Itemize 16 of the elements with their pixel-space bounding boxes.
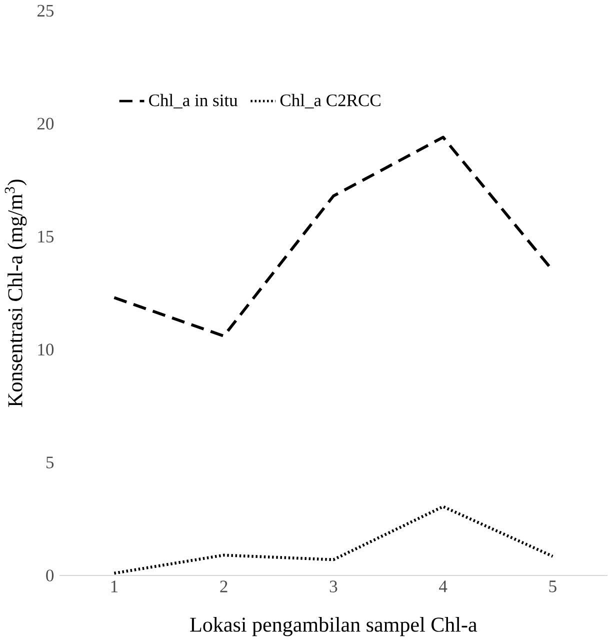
x-tick-label: 1 xyxy=(111,580,118,592)
x-axis-title: Lokasi pengambilan sampel Chl-a xyxy=(190,617,477,636)
y-tick-label: 25 xyxy=(37,4,54,17)
y-tick-label: 0 xyxy=(46,570,54,582)
y-axis-title: Konsentrasi Chl-a (mg/m$^{3}$) xyxy=(4,180,27,407)
x-tick-label: 3 xyxy=(330,580,337,592)
y-tick-label: 20 xyxy=(37,118,54,130)
legend-label: Chl_a in situ xyxy=(148,94,238,108)
line-series xyxy=(112,505,554,575)
y-tick-label: 10 xyxy=(38,344,54,356)
y-tick-label: 5 xyxy=(46,456,54,468)
x-tick-label: 4 xyxy=(438,580,448,592)
x-tick-label: 5 xyxy=(549,580,556,592)
x-tick-label: 2 xyxy=(220,580,228,592)
y-tick-label: 15 xyxy=(38,230,54,242)
legend-label: Chl_a C2RCC xyxy=(280,94,380,108)
